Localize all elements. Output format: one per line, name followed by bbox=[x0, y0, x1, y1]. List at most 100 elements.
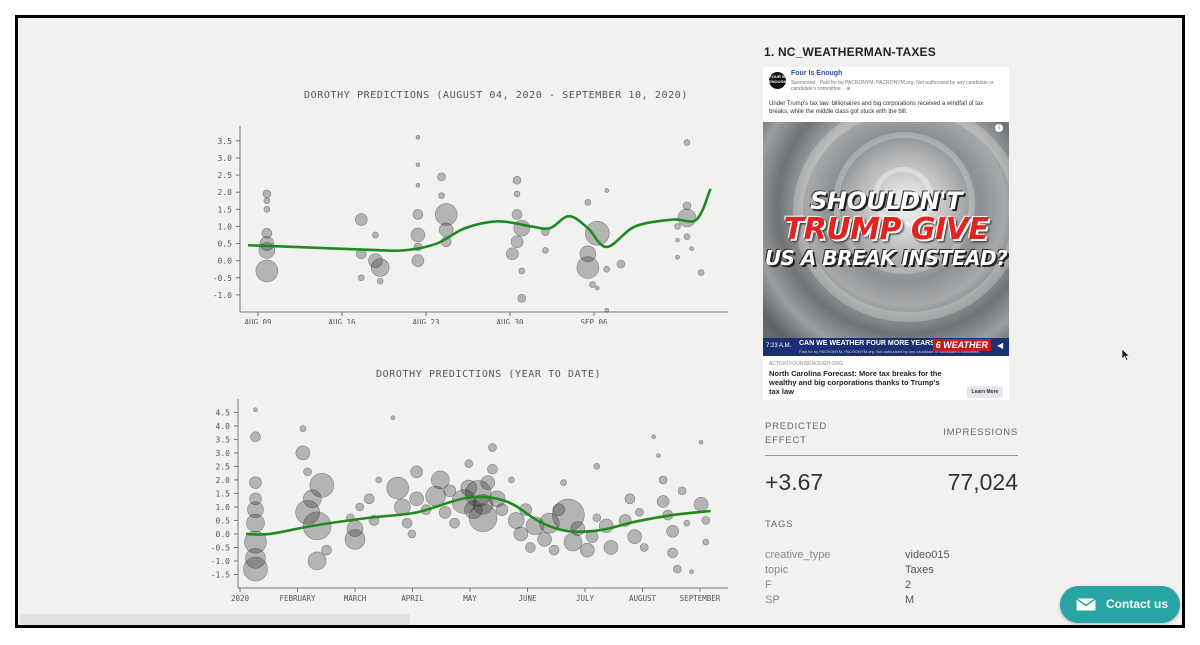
tag-key: F bbox=[765, 579, 772, 591]
learn-more-button[interactable]: Learn More bbox=[967, 386, 1003, 398]
contact-us-button[interactable]: Contact us bbox=[1060, 586, 1180, 623]
data-point bbox=[412, 209, 424, 220]
data-point bbox=[548, 544, 560, 556]
impressions-value: 77,024 bbox=[947, 469, 1018, 495]
data-point bbox=[464, 500, 483, 519]
ad-domain: ACTION.FOURISENOUGH.ORG bbox=[769, 361, 843, 367]
page-logo: FOUR IS ENOUGH bbox=[769, 72, 787, 89]
data-point bbox=[415, 183, 421, 188]
chart-title: DOROTHY PREDICTIONS (AUGUST 04, 2020 - S… bbox=[304, 90, 688, 101]
data-point bbox=[677, 486, 687, 496]
ad-video-thumbnail[interactable]: i SHOULDN'T TRUMP GIVE US A BREAK INSTEA… bbox=[763, 122, 1009, 356]
y-tick-label: 1.5 bbox=[218, 205, 233, 214]
data-point bbox=[693, 496, 709, 512]
x-tick-label: FEBRUARY bbox=[279, 594, 316, 603]
data-point bbox=[697, 269, 705, 276]
y-tick-label: 3.0 bbox=[218, 154, 233, 163]
data-point bbox=[604, 188, 610, 193]
data-point bbox=[401, 517, 413, 529]
data-point bbox=[386, 476, 409, 500]
data-point bbox=[247, 501, 264, 518]
impressions-label: IMPRESSIONS bbox=[943, 427, 1018, 438]
trend-line bbox=[245, 495, 711, 536]
data-point bbox=[303, 467, 312, 477]
data-point bbox=[250, 431, 261, 443]
page-name-link[interactable]: Four Is Enough bbox=[791, 70, 843, 77]
y-tick-label: -1.0 bbox=[211, 557, 230, 566]
ad-link-title[interactable]: North Carolina Forecast: More tax breaks… bbox=[769, 369, 942, 396]
data-point bbox=[579, 245, 597, 263]
data-point bbox=[376, 277, 384, 285]
y-tick-label: -0.5 bbox=[213, 274, 232, 283]
data-point bbox=[390, 415, 396, 421]
weather-logo: 6 WEATHER bbox=[932, 339, 991, 351]
x-tick-label: SEPTEMBER bbox=[680, 594, 721, 603]
ad-body-text: Under Trump's tax law, billionaires and … bbox=[769, 101, 984, 115]
data-point bbox=[357, 274, 365, 282]
data-point bbox=[255, 259, 279, 283]
speaker-mute-icon[interactable]: ◀ bbox=[997, 341, 1004, 350]
status-bar bbox=[20, 614, 410, 625]
data-point bbox=[702, 538, 710, 546]
data-point bbox=[410, 465, 423, 479]
data-point bbox=[372, 231, 379, 239]
data-point bbox=[506, 247, 519, 261]
chart-recent-predictions: DOROTHY PREDICTIONS (AUGUST 04, 2020 - S… bbox=[168, 84, 748, 324]
data-point bbox=[584, 199, 592, 206]
data-point bbox=[409, 491, 424, 507]
hurricane-swirl bbox=[793, 122, 1009, 322]
data-point bbox=[431, 470, 450, 490]
tag-row: topic Taxes bbox=[765, 564, 1018, 579]
y-tick-label: 4.0 bbox=[216, 422, 231, 431]
x-tick-label: MAY bbox=[463, 594, 477, 603]
tag-row: F 2 bbox=[765, 579, 1018, 594]
data-point bbox=[525, 542, 536, 553]
data-point bbox=[682, 201, 692, 211]
data-point bbox=[624, 493, 636, 505]
x-tick-label: AUG 30 bbox=[496, 318, 524, 324]
y-tick-label: 0.5 bbox=[218, 240, 233, 249]
y-tick-label: 0.0 bbox=[216, 530, 231, 539]
data-point bbox=[464, 459, 474, 469]
y-tick-label: 1.5 bbox=[216, 489, 231, 498]
data-point bbox=[434, 203, 458, 226]
data-point bbox=[295, 500, 320, 525]
data-point bbox=[487, 463, 498, 475]
data-point bbox=[667, 547, 678, 559]
data-point bbox=[407, 529, 417, 539]
y-tick-label: 2.5 bbox=[218, 171, 233, 180]
data-point bbox=[651, 434, 656, 440]
tag-value: 2 bbox=[905, 579, 912, 591]
data-point bbox=[263, 206, 271, 213]
data-point bbox=[604, 307, 610, 313]
hurricane-swirl bbox=[873, 167, 933, 227]
data-point bbox=[658, 475, 668, 485]
data-point bbox=[363, 493, 375, 505]
y-tick-label: -1.5 bbox=[211, 570, 230, 579]
tag-key: creative_type bbox=[765, 549, 831, 561]
ad-detail-panel: 1. NC_WEATHERMAN-TAXES FOUR IS ENOUGH Fo… bbox=[758, 40, 1018, 620]
data-point bbox=[673, 564, 682, 574]
data-point bbox=[507, 512, 525, 529]
news-ticker-text: CAN WE WEATHER FOUR MORE YEARS? bbox=[799, 340, 940, 347]
y-tick-label: 2.0 bbox=[218, 188, 233, 197]
info-icon[interactable]: i bbox=[995, 124, 1003, 132]
data-point bbox=[249, 476, 262, 489]
data-point bbox=[244, 530, 267, 554]
ad-title: 1. NC_WEATHERMAN-TAXES bbox=[764, 45, 936, 59]
scatter-plot: 3.5 3.0 2.5 2.0 1.5 1.0 0.5 0.0 -0.5 -1.0 AUG 09 AU… bbox=[213, 126, 728, 324]
data-point bbox=[253, 407, 258, 413]
data-point bbox=[666, 524, 679, 538]
chart-year-to-date: DOROTHY PREDICTIONS (YEAR TO DATE) 4.5 4.… bbox=[168, 363, 748, 613]
chart-title: DOROTHY PREDICTIONS (YEAR TO DATE) bbox=[376, 369, 602, 380]
data-point bbox=[675, 237, 680, 243]
y-tick-label: 3.0 bbox=[216, 449, 231, 458]
data-point bbox=[560, 479, 567, 486]
data-point bbox=[438, 506, 452, 519]
data-point bbox=[594, 285, 600, 291]
ad-preview-card[interactable]: FOUR IS ENOUGH Four Is Enough Sponsored … bbox=[763, 67, 1009, 400]
data-point bbox=[683, 139, 691, 146]
y-tick-label: 0.5 bbox=[216, 516, 231, 525]
x-tick-label: SEP 06 bbox=[580, 318, 608, 324]
data-point bbox=[510, 235, 524, 249]
